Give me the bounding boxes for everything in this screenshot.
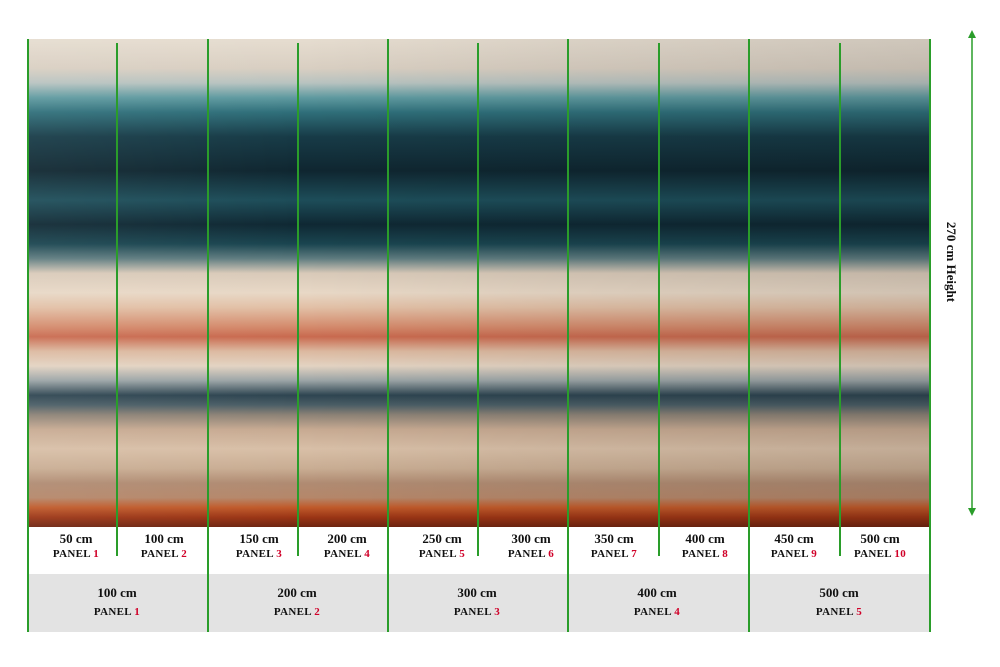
full-panel-width: 200 cm <box>277 585 317 600</box>
full-panel-label: 300 cm PANEL 3 <box>417 585 537 619</box>
full-panel-band <box>28 574 930 632</box>
half-panel-label: 400 cm PANEL 8 <box>645 531 765 561</box>
half-panel-label: 50 cm PANEL 1 <box>16 531 136 561</box>
full-panel-width: 500 cm <box>819 585 859 600</box>
half-panel-name: PANEL 6 <box>507 548 555 560</box>
full-panel-name: PANEL 3 <box>453 606 501 618</box>
half-panel-label: 100 cm PANEL 2 <box>104 531 224 561</box>
full-panel-label: 200 cm PANEL 2 <box>237 585 357 619</box>
half-panel-width: 50 cm <box>59 531 93 546</box>
guide-line <box>658 43 660 556</box>
full-panel-name: PANEL 4 <box>633 606 681 618</box>
full-panel-name: PANEL 2 <box>273 606 321 618</box>
half-panel-label: 150 cm PANEL 3 <box>199 531 319 561</box>
guide-line <box>748 39 750 632</box>
half-panel-name: PANEL 7 <box>590 548 638 560</box>
half-panel-name: PANEL 10 <box>853 548 907 560</box>
guide-line <box>567 39 569 632</box>
half-panel-name: PANEL 9 <box>770 548 818 560</box>
half-panel-width: 350 cm <box>594 531 634 546</box>
full-panel-label: 400 cm PANEL 4 <box>597 585 717 619</box>
half-panel-label: 200 cm PANEL 4 <box>287 531 407 561</box>
guide-line <box>207 39 209 632</box>
half-panel-width: 200 cm <box>327 531 367 546</box>
guide-line <box>387 39 389 632</box>
half-panel-name: PANEL 8 <box>681 548 729 560</box>
full-panel-width: 400 cm <box>637 585 677 600</box>
guide-line <box>839 43 841 556</box>
half-panel-name: PANEL 3 <box>235 548 283 560</box>
half-panel-label: 300 cm PANEL 6 <box>471 531 591 561</box>
half-panel-width: 500 cm <box>860 531 900 546</box>
full-panel-width: 300 cm <box>457 585 497 600</box>
half-panel-name: PANEL 5 <box>418 548 466 560</box>
half-panel-name: PANEL 4 <box>323 548 371 560</box>
guide-line <box>27 39 29 632</box>
half-panel-label: 350 cm PANEL 7 <box>554 531 674 561</box>
guide-line <box>929 39 931 632</box>
full-panel-label: 500 cm PANEL 5 <box>779 585 899 619</box>
half-panel-width: 450 cm <box>774 531 814 546</box>
half-panel-width: 400 cm <box>685 531 725 546</box>
half-panel-label: 250 cm PANEL 5 <box>382 531 502 561</box>
mural-image <box>28 39 930 527</box>
half-panel-name: PANEL 2 <box>140 548 188 560</box>
full-panel-name: PANEL 1 <box>93 606 141 618</box>
full-panel-name: PANEL 5 <box>815 606 863 618</box>
guide-line <box>477 43 479 556</box>
half-panel-name: PANEL 1 <box>52 548 100 560</box>
guide-line <box>297 43 299 556</box>
half-panel-width: 300 cm <box>511 531 551 546</box>
guide-line <box>116 43 118 556</box>
height-arrow-icon <box>968 30 976 516</box>
full-panel-width: 100 cm <box>97 585 137 600</box>
height-label: 270 cm Height <box>944 221 959 303</box>
half-panel-width: 250 cm <box>422 531 462 546</box>
half-panel-width: 150 cm <box>239 531 279 546</box>
half-panel-width: 100 cm <box>144 531 184 546</box>
half-panel-label: 500 cm PANEL 10 <box>820 531 940 561</box>
full-panel-label: 100 cm PANEL 1 <box>57 585 177 619</box>
half-panel-label: 450 cm PANEL 9 <box>734 531 854 561</box>
